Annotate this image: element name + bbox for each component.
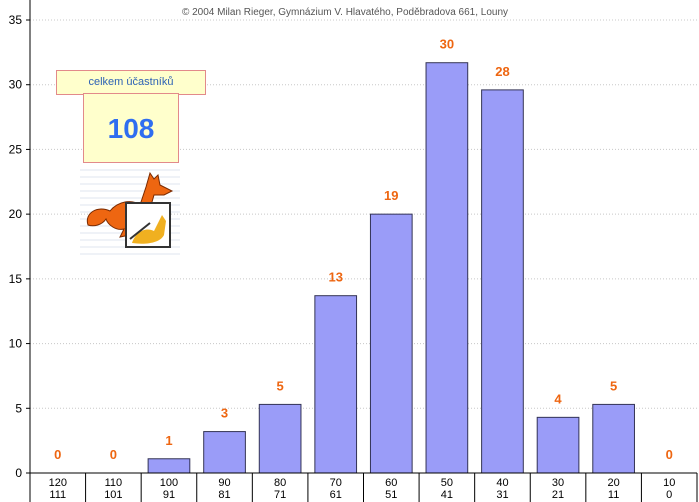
data-label: 30	[440, 37, 454, 52]
bar	[314, 295, 358, 474]
bar	[147, 458, 191, 474]
x-tick-label-lower: 51	[385, 489, 397, 501]
x-tick-label-upper: 70	[330, 477, 342, 489]
x-tick-label-lower: 101	[104, 489, 122, 501]
x-tick-label-lower: 71	[274, 489, 286, 501]
bar	[425, 62, 469, 474]
bar	[536, 416, 580, 474]
x-tick-label-lower: 91	[163, 489, 175, 501]
data-label: 19	[384, 188, 398, 203]
data-label: 0	[54, 447, 61, 462]
x-tick-label-lower: 21	[552, 489, 564, 501]
data-label: 28	[495, 64, 509, 79]
bar	[203, 431, 246, 474]
x-tick-label-lower: 61	[330, 489, 342, 501]
y-tick-label: 25	[9, 142, 23, 156]
y-tick-label: 20	[9, 207, 23, 221]
x-tick-label-upper: 10	[663, 477, 675, 489]
x-tick-label-upper: 80	[274, 477, 286, 489]
data-label: 0	[110, 447, 117, 462]
data-label: 3	[221, 406, 228, 421]
chart-axes: 0510152025303512011111010110091908180717…	[9, 0, 698, 502]
x-tick-label-upper: 60	[385, 477, 397, 489]
x-tick-label-upper: 110	[105, 477, 123, 489]
x-tick-label-lower: 11	[608, 489, 619, 501]
data-label: 0	[666, 447, 673, 462]
y-tick-label: 10	[9, 337, 23, 351]
data-label: 4	[554, 391, 562, 406]
x-tick-label-upper: 90	[218, 477, 230, 489]
x-tick-label-upper: 120	[49, 477, 67, 489]
x-tick-label-lower: 41	[441, 489, 453, 501]
x-tick-label-upper: 20	[608, 477, 620, 489]
total-participants-value: 108	[83, 93, 179, 163]
data-label: 1	[165, 433, 172, 448]
total-participants-label: celkem účastníků	[56, 70, 206, 95]
data-label: 5	[277, 378, 284, 393]
x-tick-label-lower: 81	[218, 489, 230, 501]
x-tick-label-lower: 0	[666, 489, 672, 501]
y-tick-label: 15	[9, 272, 23, 286]
x-tick-label-upper: 30	[552, 477, 564, 489]
copyright-text: © 2004 Milan Rieger, Gymnázium V. Hlavat…	[182, 7, 508, 18]
y-tick-label: 5	[15, 401, 22, 415]
x-tick-label-lower: 31	[496, 489, 508, 501]
bar	[258, 403, 302, 474]
data-label: 13	[328, 270, 342, 285]
kangaroo-logo-icon	[80, 169, 180, 255]
bar	[369, 213, 413, 474]
x-tick-label-lower: 111	[49, 489, 66, 501]
y-tick-label: 35	[9, 13, 23, 27]
data-label: 5	[610, 378, 617, 393]
y-tick-label: 30	[9, 78, 23, 92]
x-tick-label-upper: 50	[441, 477, 453, 489]
x-tick-label-upper: 40	[496, 477, 508, 489]
bar	[592, 403, 635, 474]
y-tick-label: 0	[15, 466, 22, 480]
bar	[481, 89, 524, 474]
x-tick-label-upper: 100	[160, 477, 178, 489]
